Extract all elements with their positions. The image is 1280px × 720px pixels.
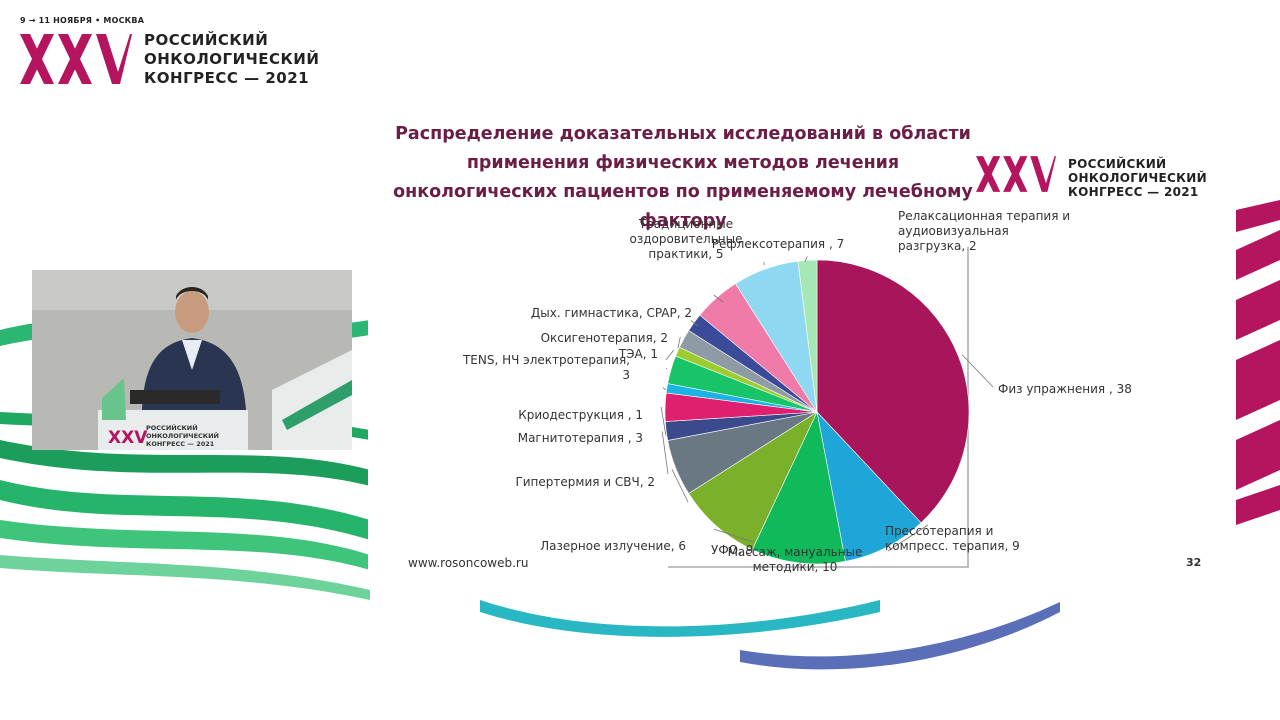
pie-slice	[751, 411, 846, 565]
slice-label: Прессотерапия и	[885, 524, 993, 538]
leader-line	[797, 558, 804, 568]
leader-line	[665, 368, 668, 370]
congress-name-line1: РОССИЙСКИЙ	[144, 31, 269, 49]
leader-line	[665, 349, 675, 361]
slide-title-line: применения физических методов лечения	[466, 153, 900, 173]
slice-label: УФО, 9	[711, 543, 753, 557]
podium-line2: ОНКОЛОГИЧЕСКИЙ	[146, 432, 219, 440]
leader-line	[713, 294, 724, 303]
congress-name: РОССИЙСКИЙ ОНКОЛОГИЧЕСКИЙ КОНГРЕСС — 202…	[144, 31, 319, 88]
congress-logo: 9 → 11 НОЯБРЯ • МОСКВА РОССИЙСКИЙ ОНКОЛО…	[20, 14, 360, 94]
slice-label: Криодеструкция , 1	[518, 408, 643, 422]
slice-label: Физ упражнения , 38	[998, 382, 1132, 396]
leader-line	[690, 319, 699, 327]
slice-label: Оксигенотерапия, 2	[541, 331, 668, 345]
slide-congress-line3: КОНГРЕСС — 2021	[1068, 185, 1199, 199]
leader-line	[804, 256, 808, 263]
chart-frame	[668, 247, 969, 568]
slice-label: методики, 10	[753, 560, 838, 574]
slide-title-line: Распределение доказательных исследований…	[395, 124, 971, 144]
pie-slice	[688, 411, 818, 550]
slice-label: Лазерное излучение, 6	[540, 539, 686, 553]
pie-chart: Физ упражнения , 38 Прессотерапия икомпре…	[462, 209, 1132, 574]
leader-line	[662, 387, 667, 391]
slide-congress-name: РОССИЙСКИЙ ОНКОЛОГИЧЕСКИЙ КОНГРЕСС — 202…	[1068, 157, 1207, 199]
slice-label: 3	[622, 368, 630, 382]
slice-label: TENS, НЧ электротерапия,	[462, 353, 630, 367]
slide-congress-line2: ОНКОЛОГИЧЕСКИЙ	[1068, 171, 1207, 185]
leader-line	[671, 469, 689, 503]
slide-congress-line1: РОССИЙСКИЙ	[1068, 157, 1167, 171]
slide-url: www.rosoncoweb.ru	[408, 556, 529, 570]
podium-roman: XXV	[108, 428, 148, 448]
slide-congress-logo: РОССИЙСКИЙ ОНКОЛОГИЧЕСКИЙ КОНГРЕСС — 202…	[976, 156, 1236, 200]
slice-label: компресс. терапия, 9	[885, 539, 1020, 553]
congress-dates: 9 → 11 НОЯБРЯ • МОСКВА	[20, 16, 145, 25]
slice-label: аудиовизуальная	[898, 224, 1009, 238]
congress-name-line2: ОНКОЛОГИЧЕСКИЙ	[144, 50, 320, 68]
leader-line	[961, 354, 994, 388]
slice-label: оздоровительные	[629, 232, 742, 246]
slide-page-number: 32	[1186, 556, 1202, 569]
leader-line	[713, 528, 754, 543]
pie-slice	[797, 259, 818, 413]
slice-label: Гипертермия и СВЧ, 2	[515, 475, 655, 489]
pie-slice	[816, 411, 922, 562]
slice-label: разгрузка, 2	[898, 239, 977, 253]
slice-label: ТЭА, 1	[618, 347, 658, 361]
podium	[98, 378, 248, 450]
slice-label: Магнитотерапия , 3	[518, 431, 643, 445]
pie-slice	[816, 259, 970, 524]
presentation-slide: Распределение доказательных исследований…	[368, 112, 1234, 582]
speaker-video: XXV РОССИЙСКИЙ ОНКОЛОГИЧЕСКИЙ КОНГРЕСС —…	[32, 270, 352, 450]
roman-numeral-logo	[20, 34, 132, 84]
slice-label: Массаж, мануальные	[728, 545, 863, 559]
leader-line	[677, 336, 681, 349]
leader-line	[661, 431, 669, 475]
slide-title: Распределение доказательных исследований…	[368, 120, 998, 236]
right-magenta-ribbons	[1236, 200, 1280, 525]
slice-label: Традиционные	[638, 217, 733, 231]
slice-label: практики, 5	[648, 247, 723, 261]
podium-line1: РОССИЙСКИЙ	[146, 424, 198, 432]
slide-roman-logo	[976, 156, 1056, 192]
slide-title-line: онкологических пациентов по применяемому…	[393, 182, 973, 202]
leader-line	[887, 524, 929, 552]
podium-line3: КОНГРЕСС — 2021	[146, 440, 215, 448]
bottom-teal-ribbon	[480, 600, 1060, 670]
slice-label: Релаксационная терапия и	[898, 209, 1070, 223]
slice-label: Дых. гимнастика, CPAP, 2	[531, 306, 692, 320]
slice-label: Рефлексотерапия , 7	[712, 237, 844, 251]
leader-line	[660, 407, 667, 437]
speaker-scene	[32, 270, 352, 450]
slide-title-line: фактору	[639, 211, 727, 231]
congress-name-line3: КОНГРЕСС — 2021	[144, 69, 310, 87]
